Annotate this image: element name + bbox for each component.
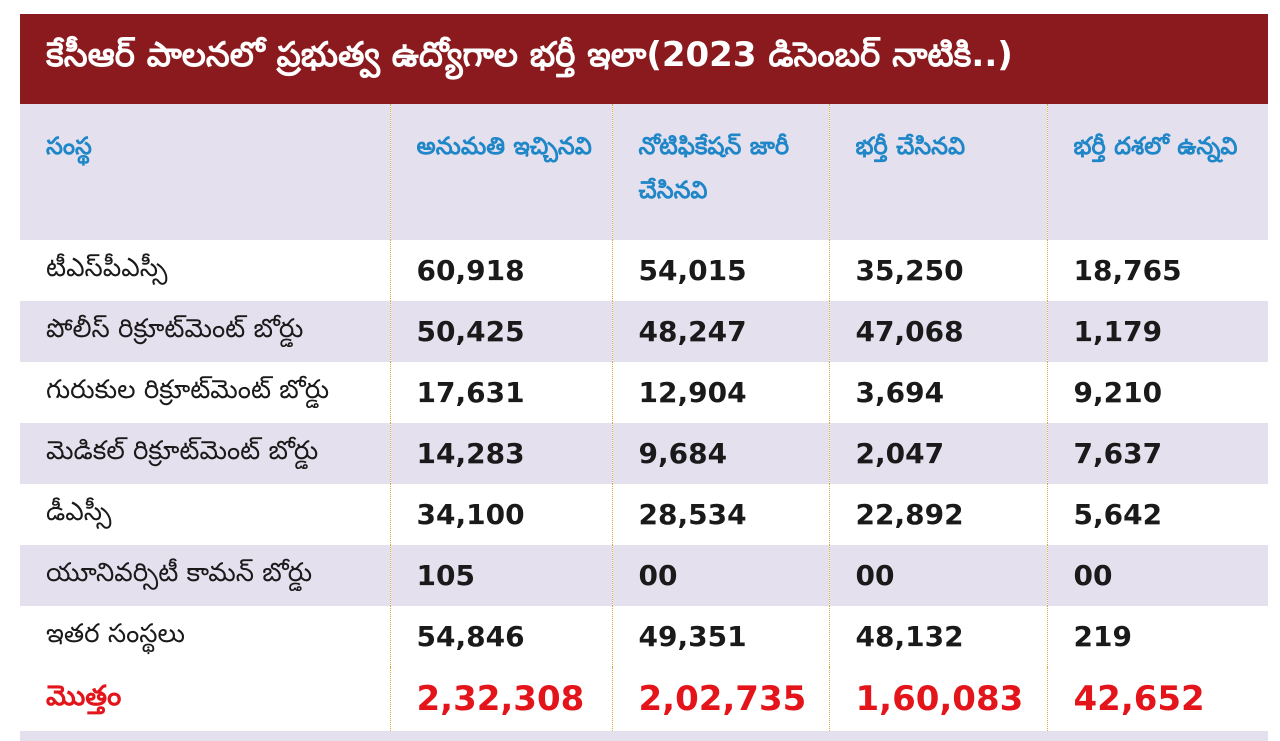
total-label: మొత్తం [20, 667, 390, 731]
org-name: డీఎస్సీ [20, 484, 390, 545]
table-title: కేసీఆర్ పాలనలో ప్రభుత్వ ఉద్యోగాల భర్తీ ఇ… [20, 14, 1268, 104]
header-permitted: అనుమతి ఇచ్చినవి [389, 104, 612, 240]
org-name: యూనివర్సిటీ కామన్ బోర్డు [20, 545, 390, 606]
notified-value: 54,015 [611, 240, 829, 301]
notified-value: 00 [611, 545, 829, 606]
header-organization: సంస్థ [20, 104, 390, 240]
total-permitted: 2,32,308 [389, 667, 612, 731]
recruitment-table: సంస్థ అనుమతి ఇచ్చినవి నోటిఫికేషన్ జారీ చ… [20, 104, 1268, 731]
permitted-value: 34,100 [389, 484, 612, 545]
in-process-value: 5,642 [1046, 484, 1268, 545]
total-row: మొత్తం 2,32,308 2,02,735 1,60,083 42,652 [20, 667, 1268, 731]
notified-value: 9,684 [611, 423, 829, 484]
permitted-value: 50,425 [389, 301, 612, 362]
org-name: పోలీస్ రిక్రూట్‌మెంట్ బోర్డు [20, 301, 390, 362]
table-row: టీఎస్‌పీఎస్సీ 60,918 54,015 35,250 18,76… [20, 240, 1268, 301]
table-row: డీఎస్సీ 34,100 28,534 22,892 5,642 [20, 484, 1268, 545]
org-name: మెడికల్ రిక్రూట్‌మెంట్ బోర్డు [20, 423, 390, 484]
org-name: ఇతర సంస్థలు [20, 606, 390, 667]
org-name: గురుకుల రిక్రూట్‌మెంట్ బోర్డు [20, 362, 390, 423]
in-process-value: 9,210 [1046, 362, 1268, 423]
bottom-divider [20, 731, 1268, 741]
header-row: సంస్థ అనుమతి ఇచ్చినవి నోటిఫికేషన్ జారీ చ… [20, 104, 1268, 240]
table-row: ఇతర సంస్థలు 54,846 49,351 48,132 219 [20, 606, 1268, 667]
recruitment-table-graphic: కేసీఆర్ పాలనలో ప్రభుత్వ ఉద్యోగాల భర్తీ ఇ… [20, 14, 1268, 741]
header-filled: భర్తీ చేసినవి [828, 104, 1047, 240]
total-in-process: 42,652 [1046, 667, 1268, 731]
filled-value: 2,047 [828, 423, 1047, 484]
permitted-value: 105 [389, 545, 612, 606]
in-process-value: 00 [1046, 545, 1268, 606]
in-process-value: 18,765 [1046, 240, 1268, 301]
filled-value: 3,694 [828, 362, 1047, 423]
permitted-value: 60,918 [389, 240, 612, 301]
permitted-value: 17,631 [389, 362, 612, 423]
filled-value: 47,068 [828, 301, 1047, 362]
notified-value: 49,351 [611, 606, 829, 667]
org-name: టీఎస్‌పీఎస్సీ [20, 240, 390, 301]
header-in-process: భర్తీ దశలో ఉన్నవి [1046, 104, 1268, 240]
permitted-value: 54,846 [389, 606, 612, 667]
filled-value: 22,892 [828, 484, 1047, 545]
notified-value: 48,247 [611, 301, 829, 362]
permitted-value: 14,283 [389, 423, 612, 484]
table-row: యూనివర్సిటీ కామన్ బోర్డు 105 00 00 00 [20, 545, 1268, 606]
table-row: మెడికల్ రిక్రూట్‌మెంట్ బోర్డు 14,283 9,6… [20, 423, 1268, 484]
filled-value: 48,132 [828, 606, 1047, 667]
total-filled: 1,60,083 [828, 667, 1047, 731]
table-row: గురుకుల రిక్రూట్‌మెంట్ బోర్డు 17,631 12,… [20, 362, 1268, 423]
total-notified: 2,02,735 [611, 667, 829, 731]
table-row: పోలీస్ రిక్రూట్‌మెంట్ బోర్డు 50,425 48,2… [20, 301, 1268, 362]
in-process-value: 1,179 [1046, 301, 1268, 362]
in-process-value: 7,637 [1046, 423, 1268, 484]
filled-value: 35,250 [828, 240, 1047, 301]
in-process-value: 219 [1046, 606, 1268, 667]
filled-value: 00 [828, 545, 1047, 606]
header-notified: నోటిఫికేషన్ జారీ చేసినవి [611, 104, 829, 240]
notified-value: 28,534 [611, 484, 829, 545]
notified-value: 12,904 [611, 362, 829, 423]
